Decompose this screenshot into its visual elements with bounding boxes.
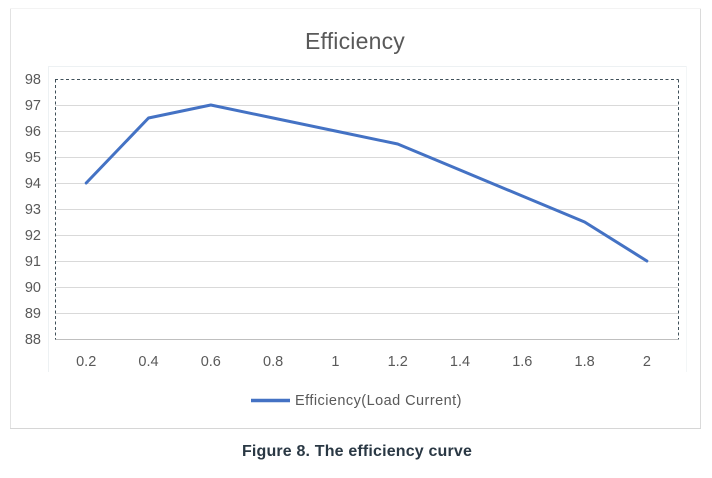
- svg-text:94: 94: [25, 176, 41, 192]
- svg-text:96: 96: [25, 124, 41, 140]
- svg-text:1.2: 1.2: [388, 354, 408, 370]
- svg-text:90: 90: [25, 280, 41, 296]
- svg-text:0.2: 0.2: [76, 354, 96, 370]
- svg-text:2: 2: [643, 354, 651, 370]
- svg-text:98: 98: [25, 72, 41, 88]
- svg-text:Efficiency: Efficiency: [305, 28, 405, 54]
- svg-text:97: 97: [25, 98, 41, 114]
- svg-text:1.8: 1.8: [575, 354, 595, 370]
- svg-text:1: 1: [331, 354, 339, 370]
- svg-text:0.4: 0.4: [138, 354, 158, 370]
- svg-text:Figure 8. The efficiency curve: Figure 8. The efficiency curve: [242, 443, 472, 460]
- svg-text:1.6: 1.6: [512, 354, 532, 370]
- svg-text:Efficiency(Load Current): Efficiency(Load Current): [295, 393, 462, 409]
- svg-text:92: 92: [25, 228, 41, 244]
- svg-text:0.6: 0.6: [201, 354, 221, 370]
- svg-text:0.8: 0.8: [263, 354, 283, 370]
- svg-text:89: 89: [25, 306, 41, 322]
- svg-text:91: 91: [25, 254, 41, 270]
- svg-text:88: 88: [25, 332, 41, 348]
- svg-text:93: 93: [25, 202, 41, 218]
- svg-text:1.4: 1.4: [450, 354, 470, 370]
- svg-text:95: 95: [25, 150, 41, 166]
